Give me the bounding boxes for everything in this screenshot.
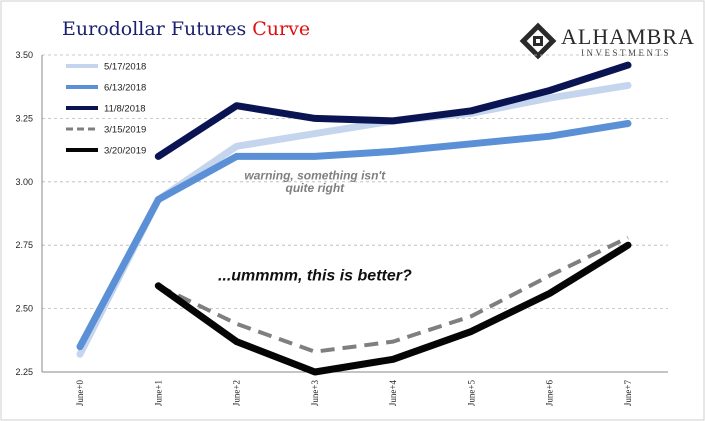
x-tick-label: June+6 [545, 380, 555, 407]
legend-label: 11/8/2018 [104, 104, 146, 115]
chart-title-accent: Curve [252, 18, 311, 40]
y-tick-label: 2.75 [15, 240, 33, 250]
y-tick-label: 2.25 [15, 367, 33, 377]
chart-title-main: Eurodollar Futures [62, 18, 253, 40]
legend: 5/17/2018 6/13/2018 11/8/2018 3/15/2019 3/20… [66, 62, 146, 157]
logo-subtitle: INVESTMENTS [581, 48, 671, 58]
x-axis-ticks: June+0 June+1 June+2 June+3 June+4 June+5 June… [75, 380, 633, 407]
x-tick-label: June+0 [75, 380, 85, 407]
series-line [154, 241, 632, 376]
legend-label: 3/20/2019 [104, 146, 146, 157]
axes [41, 55, 668, 373]
legend-label: 5/17/2018 [104, 62, 146, 73]
series-lines [76, 61, 632, 376]
series-line [157, 235, 629, 354]
annotation-text: warning, something isn't [244, 168, 386, 182]
x-tick-label: June+7 [623, 380, 633, 407]
x-tick-label: June+4 [388, 380, 398, 407]
x-tick-label: June+5 [466, 380, 476, 407]
legend-label: 3/15/2019 [104, 125, 146, 136]
chart-title: Eurodollar Futures Curve [62, 18, 310, 40]
alhambra-tile-icon [519, 22, 557, 60]
x-tick-label: June+2 [232, 380, 242, 406]
logo-name: ALHAMBRA [561, 24, 695, 49]
annotation-text: ...ummmm, this is better? [218, 268, 412, 285]
series-line [76, 120, 632, 351]
annotation-text: quite right [286, 181, 346, 195]
y-axis-ticks: 2.25 2.50 2.75 3.00 3.25 3.50 [15, 50, 33, 377]
y-tick-label: 2.50 [15, 304, 33, 314]
y-tick-label: 3.50 [15, 50, 33, 60]
x-tick-label: June+3 [310, 380, 320, 407]
y-tick-label: 3.00 [15, 177, 33, 187]
y-tick-label: 3.25 [15, 113, 33, 123]
series-line [76, 81, 632, 358]
series-line [154, 61, 632, 160]
legend-label: 6/13/2018 [104, 83, 146, 94]
x-tick-label: June+1 [153, 380, 163, 406]
